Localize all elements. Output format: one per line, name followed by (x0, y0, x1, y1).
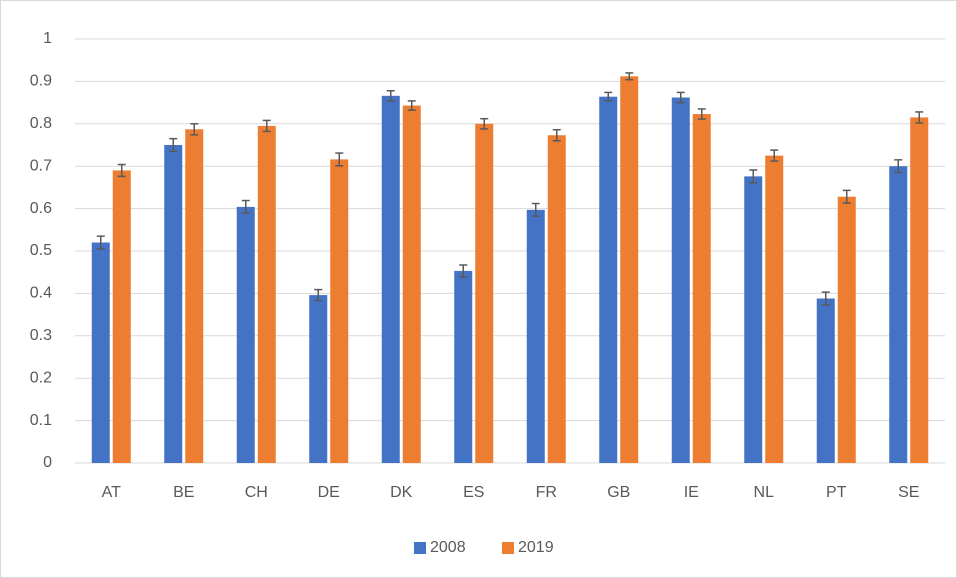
error-bar (335, 152, 344, 167)
bar (402, 105, 421, 464)
x-tick-label: FR (536, 484, 557, 501)
error-bar (190, 123, 199, 136)
bar (671, 97, 690, 464)
y-tick-label: 0.2 (30, 369, 52, 386)
y-tick-label: 0.5 (30, 242, 52, 259)
error-bar (842, 189, 851, 204)
bar (330, 159, 349, 463)
bar (91, 242, 110, 463)
error-bar (770, 149, 779, 162)
x-tick-label: NL (754, 484, 775, 501)
bar (236, 206, 255, 464)
x-tick-label: DK (390, 484, 413, 501)
legend-swatch (502, 542, 514, 554)
bar (112, 170, 131, 463)
x-tick-label: IE (684, 484, 699, 501)
error-bar (96, 235, 105, 250)
bar (547, 135, 566, 464)
error-bar (604, 91, 613, 102)
x-tick-label: PT (826, 484, 847, 501)
legend-swatch (414, 542, 426, 554)
bar (599, 96, 618, 463)
error-bar (459, 264, 468, 278)
error-bar (531, 202, 540, 217)
error-bar (625, 72, 634, 81)
bar (816, 298, 835, 463)
error-bar (117, 163, 126, 178)
legend-label: 2008 (430, 539, 466, 556)
error-bar (697, 108, 706, 120)
error-bar (676, 91, 685, 104)
y-tick-label: 0.9 (30, 73, 52, 90)
x-tick-label: SE (898, 484, 919, 501)
error-bar (894, 159, 903, 174)
bar (164, 145, 183, 463)
error-bar (407, 100, 416, 111)
x-tick-label: CH (245, 484, 268, 501)
error-bar (386, 89, 395, 102)
y-tick-label: 0.8 (30, 115, 52, 132)
bar (910, 117, 929, 463)
bar (257, 125, 276, 464)
x-tick-label: AT (102, 484, 121, 501)
bar (837, 196, 856, 463)
bar (765, 155, 784, 463)
y-tick-label: 0.3 (30, 327, 52, 344)
x-tick-label: ES (463, 484, 484, 501)
error-bar (480, 117, 489, 130)
error-bar (915, 111, 924, 124)
bar (381, 95, 400, 463)
error-bar (821, 291, 830, 306)
x-tick-label: BE (173, 484, 194, 501)
y-tick-label: 0.7 (30, 157, 52, 174)
bar (526, 209, 545, 463)
x-tick-label: GB (607, 484, 630, 501)
bar (692, 114, 711, 463)
y-tick-label: 1 (43, 30, 52, 47)
bar (185, 129, 204, 463)
legend-label: 2019 (518, 539, 554, 556)
x-tick-label: DE (318, 484, 340, 501)
bar (889, 166, 908, 463)
error-bar (749, 169, 758, 184)
error-bar (314, 288, 323, 302)
error-bar (241, 199, 250, 215)
bar (744, 176, 763, 463)
bar (620, 76, 639, 463)
y-tick-label: 0.4 (30, 285, 52, 302)
bar (475, 123, 494, 464)
y-tick-label: 0.1 (30, 412, 52, 429)
y-tick-label: 0 (43, 454, 52, 471)
error-bar (169, 137, 178, 153)
bar (309, 295, 328, 463)
y-tick-label: 0.6 (30, 200, 52, 217)
error-bar (552, 128, 561, 142)
error-bar (262, 119, 271, 133)
bar (454, 270, 473, 463)
